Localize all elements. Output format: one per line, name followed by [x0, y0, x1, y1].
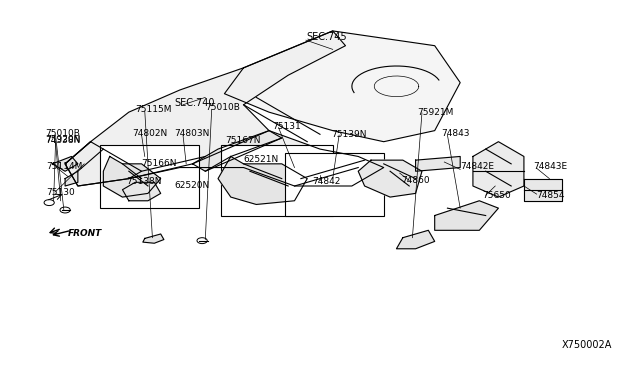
Text: 75920N: 75920N — [45, 135, 80, 144]
Text: X750002A: X750002A — [562, 340, 612, 350]
Text: 74338N: 74338N — [45, 136, 80, 145]
Text: SEC.740: SEC.740 — [175, 97, 215, 108]
Text: 74860: 74860 — [401, 176, 430, 185]
Polygon shape — [52, 157, 78, 171]
Text: 75010B: 75010B — [205, 103, 240, 112]
Polygon shape — [473, 142, 524, 197]
Polygon shape — [65, 142, 141, 186]
Text: 74842E: 74842E — [460, 162, 494, 171]
Polygon shape — [396, 230, 435, 249]
Bar — [221, 145, 333, 215]
Polygon shape — [524, 179, 562, 201]
Text: 75130: 75130 — [46, 188, 75, 197]
Text: 75167N: 75167N — [226, 137, 261, 145]
Polygon shape — [218, 157, 307, 205]
Bar — [100, 145, 199, 208]
Polygon shape — [65, 31, 384, 186]
Text: 62520N: 62520N — [175, 181, 210, 190]
Text: 74843E: 74843E — [534, 162, 568, 171]
Polygon shape — [358, 160, 422, 197]
Text: 75139N: 75139N — [332, 130, 367, 139]
Polygon shape — [225, 31, 460, 142]
Text: 74802N: 74802N — [132, 129, 167, 138]
Polygon shape — [415, 157, 460, 171]
Bar — [285, 153, 384, 215]
Text: FRONT: FRONT — [68, 229, 102, 238]
Text: 74843: 74843 — [441, 129, 470, 138]
Text: 75138N: 75138N — [126, 177, 162, 186]
Text: 75115M: 75115M — [135, 105, 172, 114]
Polygon shape — [103, 157, 161, 197]
Text: 74803N: 74803N — [175, 129, 210, 138]
Polygon shape — [65, 171, 78, 186]
Text: 75114M: 75114M — [46, 162, 83, 171]
Text: 74854: 74854 — [537, 192, 565, 201]
Text: 75650: 75650 — [483, 192, 511, 201]
Text: 74842: 74842 — [312, 177, 340, 186]
Text: 62521N: 62521N — [244, 155, 279, 164]
Text: SEC.745: SEC.745 — [306, 32, 347, 42]
Polygon shape — [143, 234, 164, 243]
Text: 75131: 75131 — [272, 122, 301, 131]
Text: 75921M: 75921M — [417, 108, 453, 117]
Text: 75010B: 75010B — [45, 129, 79, 138]
Polygon shape — [435, 201, 499, 230]
Polygon shape — [122, 182, 161, 201]
Text: 75166N: 75166N — [141, 158, 177, 168]
Polygon shape — [193, 131, 282, 171]
